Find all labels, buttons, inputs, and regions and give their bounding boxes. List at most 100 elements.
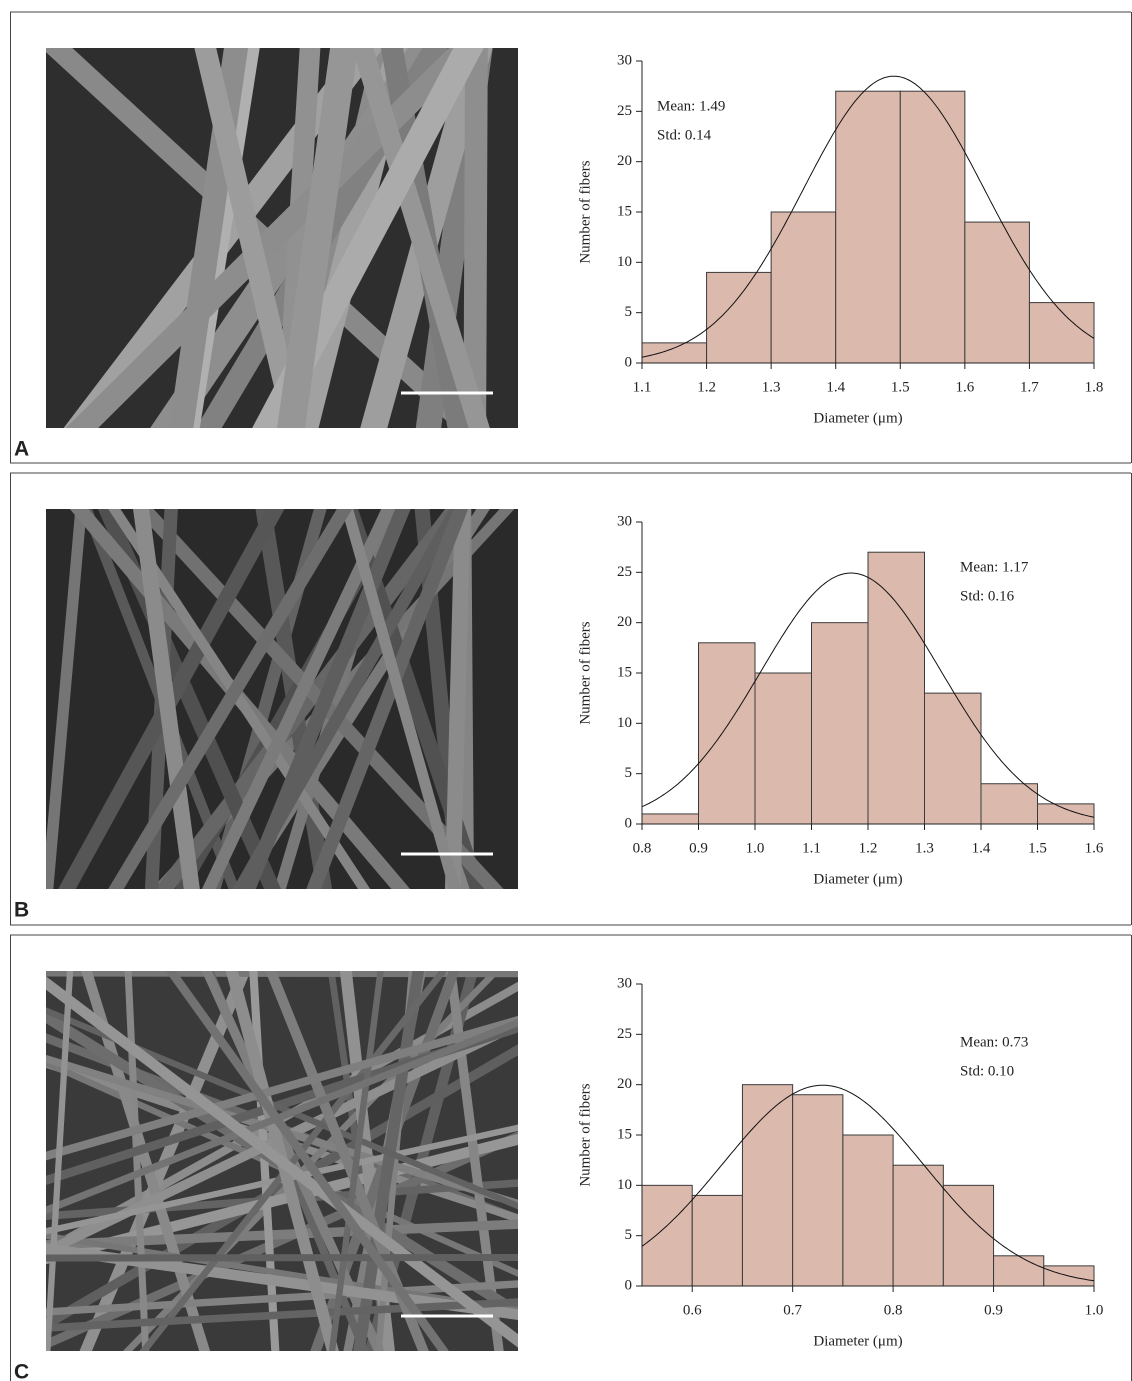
x-tick-label: 0.8 [884, 1302, 903, 1318]
x-tick-label: 1.0 [746, 840, 765, 856]
y-axis-title: Number of fibers [577, 160, 593, 263]
y-tick-label: 5 [625, 304, 633, 320]
y-tick-label: 0 [625, 1277, 633, 1293]
sem-fiber [46, 1018, 518, 1215]
x-axis-title: Diameter (μm) [813, 871, 902, 887]
annotation-std: Std: 0.14 [657, 127, 712, 143]
panel-frame [10, 11, 1131, 464]
x-tick-label: 1.1 [633, 379, 652, 395]
x-tick-label: 1.3 [915, 840, 934, 856]
bar [641, 813, 699, 825]
sem-fiber [277, 48, 358, 428]
y-tick-label: 10 [617, 715, 632, 731]
sem-fiber [124, 971, 150, 1351]
bar [691, 1194, 743, 1287]
y-tick-label: 25 [617, 103, 632, 119]
x-tick-label: 1.2 [859, 840, 878, 856]
x-tick-label: 1.6 [1085, 840, 1104, 856]
sem-fiber [46, 971, 74, 1351]
y-tick-label: 5 [625, 1227, 633, 1243]
bar [1037, 803, 1095, 825]
y-tick-label: 20 [617, 153, 632, 169]
y-tick-label: 0 [625, 815, 633, 831]
x-tick-label: 1.8 [1085, 379, 1104, 395]
bar [980, 783, 1038, 825]
x-axis-title: Diameter (μm) [813, 1333, 902, 1349]
bar [899, 90, 966, 364]
bar [867, 551, 925, 825]
x-tick-label: 1.0 [1085, 1302, 1104, 1318]
x-tick-label: 0.7 [783, 1302, 802, 1318]
annotation-std: Std: 0.16 [960, 588, 1015, 604]
y-tick-label: 10 [617, 254, 632, 270]
bar [1028, 302, 1095, 364]
annotation-mean: Mean: 0.73 [960, 1034, 1028, 1050]
y-tick-label: 25 [617, 1026, 632, 1042]
x-tick-label: 1.4 [826, 379, 845, 395]
sem-fiber [306, 509, 469, 889]
y-tick-label: 20 [617, 614, 632, 630]
panel-label: C [14, 1361, 29, 1381]
sem-fiber [46, 509, 87, 889]
bar [754, 672, 812, 825]
y-tick-label: 25 [617, 564, 632, 580]
sem-fibers [46, 48, 493, 428]
sem-fibers [46, 509, 515, 889]
bar [770, 211, 837, 364]
annotation-mean: Mean: 1.49 [657, 98, 725, 114]
sem-fiber [46, 1131, 518, 1350]
fit-curve [641, 572, 1095, 818]
annotation-std: Std: 0.10 [960, 1063, 1014, 1079]
sem-fiber [352, 48, 490, 428]
sem-fiber [232, 509, 464, 889]
sem-fibers [46, 971, 518, 1351]
x-tick-label: 0.6 [683, 1302, 702, 1318]
sem-fiber [46, 1253, 518, 1262]
y-tick-label: 30 [617, 52, 632, 68]
bar [964, 221, 1030, 364]
bar [993, 1255, 1045, 1287]
sem-fiber [341, 509, 461, 889]
sem-fiber [46, 1298, 518, 1332]
sem-fiber [249, 971, 280, 1351]
x-tick-label: 0.9 [984, 1302, 1003, 1318]
x-axis-title: Diameter (μm) [813, 410, 902, 426]
bar [942, 1184, 995, 1287]
bar [835, 90, 901, 364]
y-tick-label: 15 [617, 1126, 632, 1142]
sem-fiber [328, 971, 384, 1351]
sem-fiber [194, 48, 306, 428]
y-axis-title: Number of fibers [577, 1083, 593, 1186]
y-tick-label: 15 [617, 664, 632, 680]
panel-label: B [14, 899, 29, 922]
sem-fiber [65, 48, 482, 428]
bar [924, 692, 982, 825]
sem-fiber [46, 971, 518, 978]
x-tick-label: 0.9 [689, 840, 708, 856]
panel-label: A [14, 438, 29, 461]
bar [892, 1164, 944, 1287]
x-tick-label: 1.7 [1020, 379, 1039, 395]
bar [641, 1184, 693, 1287]
sem-fiber [444, 509, 471, 889]
bar [741, 1084, 794, 1287]
bar [698, 642, 756, 825]
x-tick-label: 1.6 [955, 379, 974, 395]
panel-frame [10, 934, 1131, 1381]
y-tick-label: 0 [625, 354, 633, 370]
bar [792, 1094, 844, 1287]
bar [641, 342, 708, 364]
x-tick-label: 1.5 [891, 379, 910, 395]
y-tick-label: 30 [617, 513, 632, 529]
fit-curve [641, 1084, 1095, 1282]
sem-fiber [46, 976, 518, 1348]
x-tick-label: 1.4 [972, 840, 991, 856]
sem-fiber [108, 509, 353, 889]
sem-fiber [133, 509, 200, 889]
panel-frame [10, 472, 1131, 926]
x-tick-label: 1.1 [802, 840, 821, 856]
y-axis-title: Number of fibers [577, 621, 593, 724]
y-tick-label: 20 [617, 1076, 632, 1092]
